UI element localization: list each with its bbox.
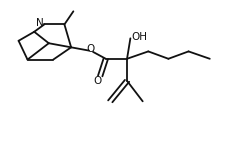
Text: O: O [86, 44, 94, 54]
Text: O: O [93, 76, 102, 85]
Text: N: N [36, 18, 44, 28]
Text: OH: OH [131, 32, 147, 42]
